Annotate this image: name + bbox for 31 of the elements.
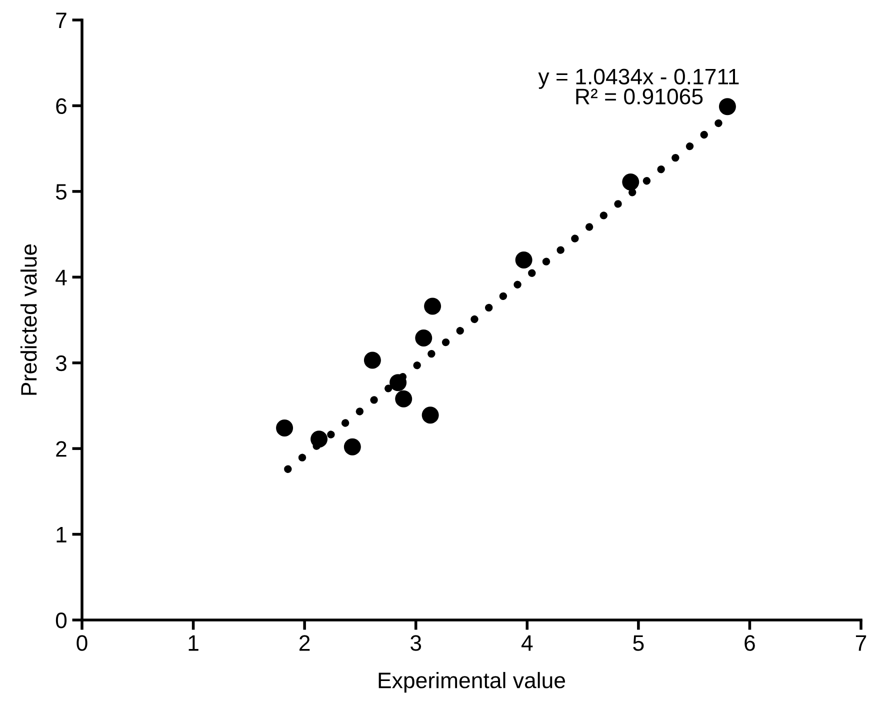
x-tick-label: 0 bbox=[76, 635, 88, 651]
annotation: y = 1.0434x - 0.1711 R² = 0.91065 bbox=[538, 68, 739, 104]
y-tick-label: 0 bbox=[56, 612, 67, 628]
x-tick-label: 1 bbox=[188, 635, 198, 651]
x-tick-label: 3 bbox=[410, 635, 422, 651]
x-tick-label: 6 bbox=[744, 635, 755, 651]
x-tick-label: 7 bbox=[856, 635, 866, 651]
point bbox=[395, 390, 412, 408]
x-axis-title: Experimental value bbox=[378, 672, 566, 693]
point bbox=[622, 173, 640, 191]
point bbox=[718, 98, 736, 116]
y-axis-title: Predicted value bbox=[20, 244, 37, 395]
y-tick-label: 1 bbox=[56, 527, 66, 542]
point bbox=[422, 406, 439, 424]
point bbox=[390, 374, 407, 392]
point bbox=[415, 329, 432, 347]
point bbox=[424, 298, 442, 315]
y-tick-label: 7 bbox=[56, 12, 66, 28]
point bbox=[364, 352, 381, 369]
point bbox=[276, 419, 294, 437]
x-tick-label: 5 bbox=[633, 635, 644, 651]
point bbox=[310, 430, 328, 448]
x-tick-label: 4 bbox=[521, 635, 533, 651]
point bbox=[344, 438, 361, 456]
y-tick-label: 6 bbox=[56, 98, 66, 114]
x-tick-label: 2 bbox=[300, 635, 310, 651]
y-tick-label: 4 bbox=[56, 270, 67, 286]
y-tick-label: 3 bbox=[56, 355, 66, 372]
y-tick-label: 5 bbox=[56, 184, 66, 200]
y-tick-label: 2 bbox=[56, 441, 66, 457]
point bbox=[515, 251, 532, 269]
